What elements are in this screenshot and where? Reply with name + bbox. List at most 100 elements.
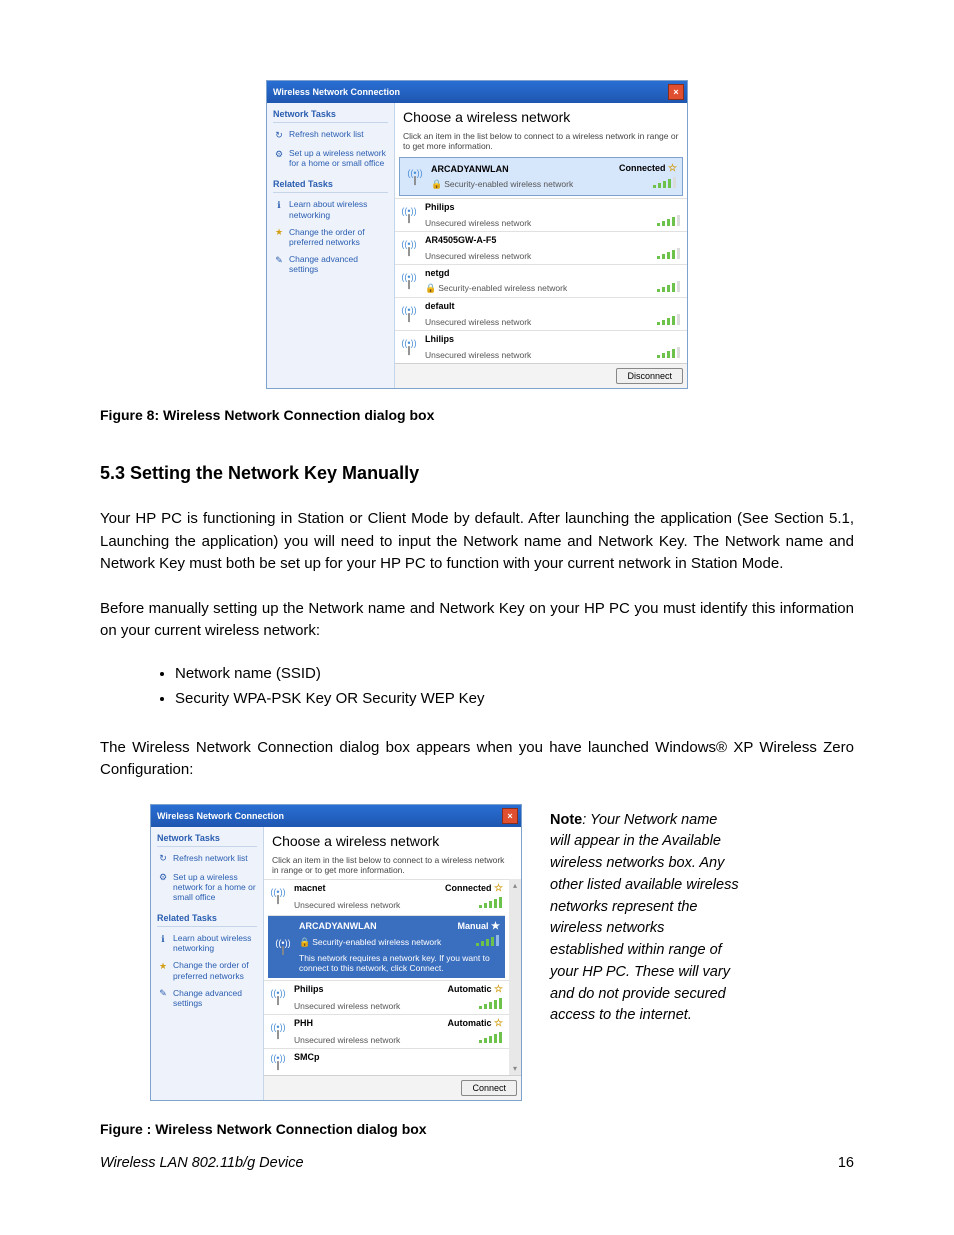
dialog-titlebar[interactable]: Wireless Network Connection ×	[267, 81, 687, 103]
paragraph-3: The Wireless Network Connection dialog b…	[100, 737, 854, 782]
network-item[interactable]: ((•)) Lhilips Unsecured wireless network	[395, 330, 687, 363]
star-icon: ☆	[494, 984, 503, 995]
antenna-icon: ((•))	[399, 301, 419, 327]
network-desc: Unsecured wireless network	[294, 900, 400, 910]
gear-icon: ✎	[273, 254, 285, 266]
antenna-icon: ((•))	[399, 202, 419, 228]
sidebar-item-label: Learn about wireless networking	[289, 199, 388, 219]
star-icon: ★	[273, 227, 285, 239]
main-subtitle: Click an item in the list below to conne…	[264, 851, 521, 879]
paragraph-2: Before manually setting up the Network n…	[100, 598, 854, 643]
scroll-up-icon[interactable]: ▴	[513, 881, 517, 890]
network-item[interactable]: ((•)) default Unsecured wireless network	[395, 297, 687, 330]
star-icon: ☆	[668, 163, 677, 174]
sidebar-item-label: Set up a wireless network for a home or …	[173, 872, 257, 903]
network-item[interactable]: ((•)) netgd 🔒Security-enabled wireless n…	[395, 264, 687, 297]
scrollbar[interactable]: ▴ ▾	[509, 879, 521, 1075]
main-heading: Choose a wireless network	[264, 827, 521, 851]
network-item[interactable]: ((•)) PHH Automatic ☆ Unsecured wireless…	[264, 1014, 509, 1048]
sidebar-item-label: Change the order of preferred networks	[289, 227, 388, 247]
network-name: ARCADYANWLAN	[431, 164, 509, 174]
bullet-list: Network name (SSID) Security WPA-PSK Key …	[100, 665, 854, 707]
network-name: SMCp	[294, 1052, 320, 1062]
wifi-dialog-1: Wireless Network Connection × Network Ta…	[266, 80, 688, 389]
antenna-icon: ((•))	[268, 883, 288, 910]
antenna-icon: ((•))	[405, 163, 425, 190]
dialog-sidebar: Network Tasks ↻ Refresh network list ⚙ S…	[151, 827, 264, 1100]
network-item[interactable]: ((•)) ARCADYANWLAN Manual ★ 🔒Security-en…	[268, 915, 505, 978]
network-item[interactable]: ((•)) SMCp	[264, 1048, 509, 1075]
network-item[interactable]: ((•)) Philips Unsecured wireless network	[395, 198, 687, 231]
sidebar-item-refresh[interactable]: ↻ Refresh network list	[273, 127, 388, 146]
note-aside: Note: Your Network name will appear in t…	[550, 804, 740, 1028]
sidebar-item-label: Learn about wireless networking	[173, 933, 257, 953]
setup-icon: ⚙	[157, 872, 169, 884]
network-item[interactable]: ((•)) Philips Automatic ☆ Unsecured wire…	[264, 980, 509, 1014]
note-label: Note	[550, 812, 582, 828]
antenna-icon: ((•))	[268, 984, 288, 1011]
sidebar-item-learn[interactable]: ℹ Learn about wireless networking	[157, 931, 257, 958]
network-desc: Unsecured wireless network	[294, 1035, 400, 1045]
antenna-icon: ((•))	[399, 334, 419, 360]
star-icon: ★	[157, 960, 169, 972]
antenna-icon: ((•))	[268, 1018, 288, 1045]
list-item: Network name (SSID)	[175, 665, 854, 682]
network-item[interactable]: ((•)) macnet Connected ☆ Unsecured wirel…	[264, 879, 509, 913]
sidebar-header-tasks: Network Tasks	[157, 833, 257, 847]
network-status: Connected	[445, 883, 492, 893]
info-icon: ℹ	[157, 933, 169, 945]
network-item[interactable]: ((•)) ARCADYANWLAN Connected ☆ 🔒Security…	[399, 157, 683, 196]
antenna-icon: ((•))	[273, 921, 293, 973]
close-icon[interactable]: ×	[502, 808, 518, 824]
network-desc: Unsecured wireless network	[425, 350, 531, 360]
sidebar-item-order[interactable]: ★ Change the order of preferred networks	[273, 225, 388, 252]
star-icon: ☆	[494, 883, 503, 894]
gear-icon: ✎	[157, 988, 169, 1000]
sidebar-item-refresh[interactable]: ↻ Refresh network list	[157, 851, 257, 870]
signal-icon	[657, 280, 681, 294]
page-number: 16	[838, 1155, 854, 1171]
close-icon[interactable]: ×	[668, 84, 684, 100]
sidebar-item-label: Change the order of preferred networks	[173, 960, 257, 980]
page-footer: Wireless LAN 802.11b/g Device 16	[100, 1155, 854, 1171]
dialog-footer: Disconnect	[395, 363, 687, 388]
sidebar-item-order[interactable]: ★ Change the order of preferred networks	[157, 958, 257, 985]
network-desc: 🔒Security-enabled wireless network	[431, 179, 573, 190]
document-page: Wireless Network Connection × Network Ta…	[0, 0, 954, 1211]
network-message: This network requires a network key. If …	[299, 950, 500, 973]
sidebar-item-label: Change advanced settings	[173, 988, 257, 1008]
sidebar-item-advanced[interactable]: ✎ Change advanced settings	[157, 986, 257, 1013]
list-item: Security WPA-PSK Key OR Security WEP Key	[175, 690, 854, 707]
lock-icon: 🔒	[425, 283, 436, 293]
network-status: Automatic	[448, 984, 492, 994]
scroll-down-icon[interactable]: ▾	[513, 1064, 517, 1073]
network-desc: Unsecured wireless network	[425, 317, 531, 327]
sidebar-item-advanced[interactable]: ✎ Change advanced settings	[273, 252, 388, 279]
sidebar-header-related: Related Tasks	[157, 913, 257, 927]
signal-icon	[479, 997, 503, 1011]
main-heading: Choose a wireless network	[395, 103, 687, 127]
sidebar-item-learn[interactable]: ℹ Learn about wireless networking	[273, 197, 388, 224]
network-list: ((•)) ARCADYANWLAN Connected ☆ 🔒Security…	[395, 155, 687, 363]
section-heading: 5.3 Setting the Network Key Manually	[100, 463, 854, 484]
sidebar-item-setup[interactable]: ⚙ Set up a wireless network for a home o…	[273, 146, 388, 173]
star-icon: ☆	[494, 1018, 503, 1029]
network-status: Manual	[458, 921, 489, 931]
figure-caption-1: Figure 8: Wireless Network Connection di…	[100, 407, 854, 423]
network-name: default	[425, 301, 455, 311]
dialog-titlebar[interactable]: Wireless Network Connection ×	[151, 805, 521, 827]
dialog-title-text: Wireless Network Connection	[157, 811, 284, 821]
sidebar-item-setup[interactable]: ⚙ Set up a wireless network for a home o…	[157, 870, 257, 908]
dialog-title-text: Wireless Network Connection	[273, 87, 400, 97]
paragraph-1: Your HP PC is functioning in Station or …	[100, 508, 854, 576]
sidebar-item-label: Set up a wireless network for a home or …	[289, 148, 388, 168]
network-item[interactable]: ((•)) AR4505GW-A-F5 Unsecured wireless n…	[395, 231, 687, 264]
star-icon: ★	[491, 921, 500, 932]
sidebar-item-label: Change advanced settings	[289, 254, 388, 274]
network-name: netgd	[425, 268, 450, 278]
disconnect-button[interactable]: Disconnect	[616, 368, 683, 384]
lock-icon: 🔒	[299, 937, 310, 947]
connect-button[interactable]: Connect	[461, 1080, 517, 1096]
network-name: Philips	[425, 202, 455, 212]
figure-caption-2: Figure : Wireless Network Connection dia…	[100, 1121, 854, 1137]
